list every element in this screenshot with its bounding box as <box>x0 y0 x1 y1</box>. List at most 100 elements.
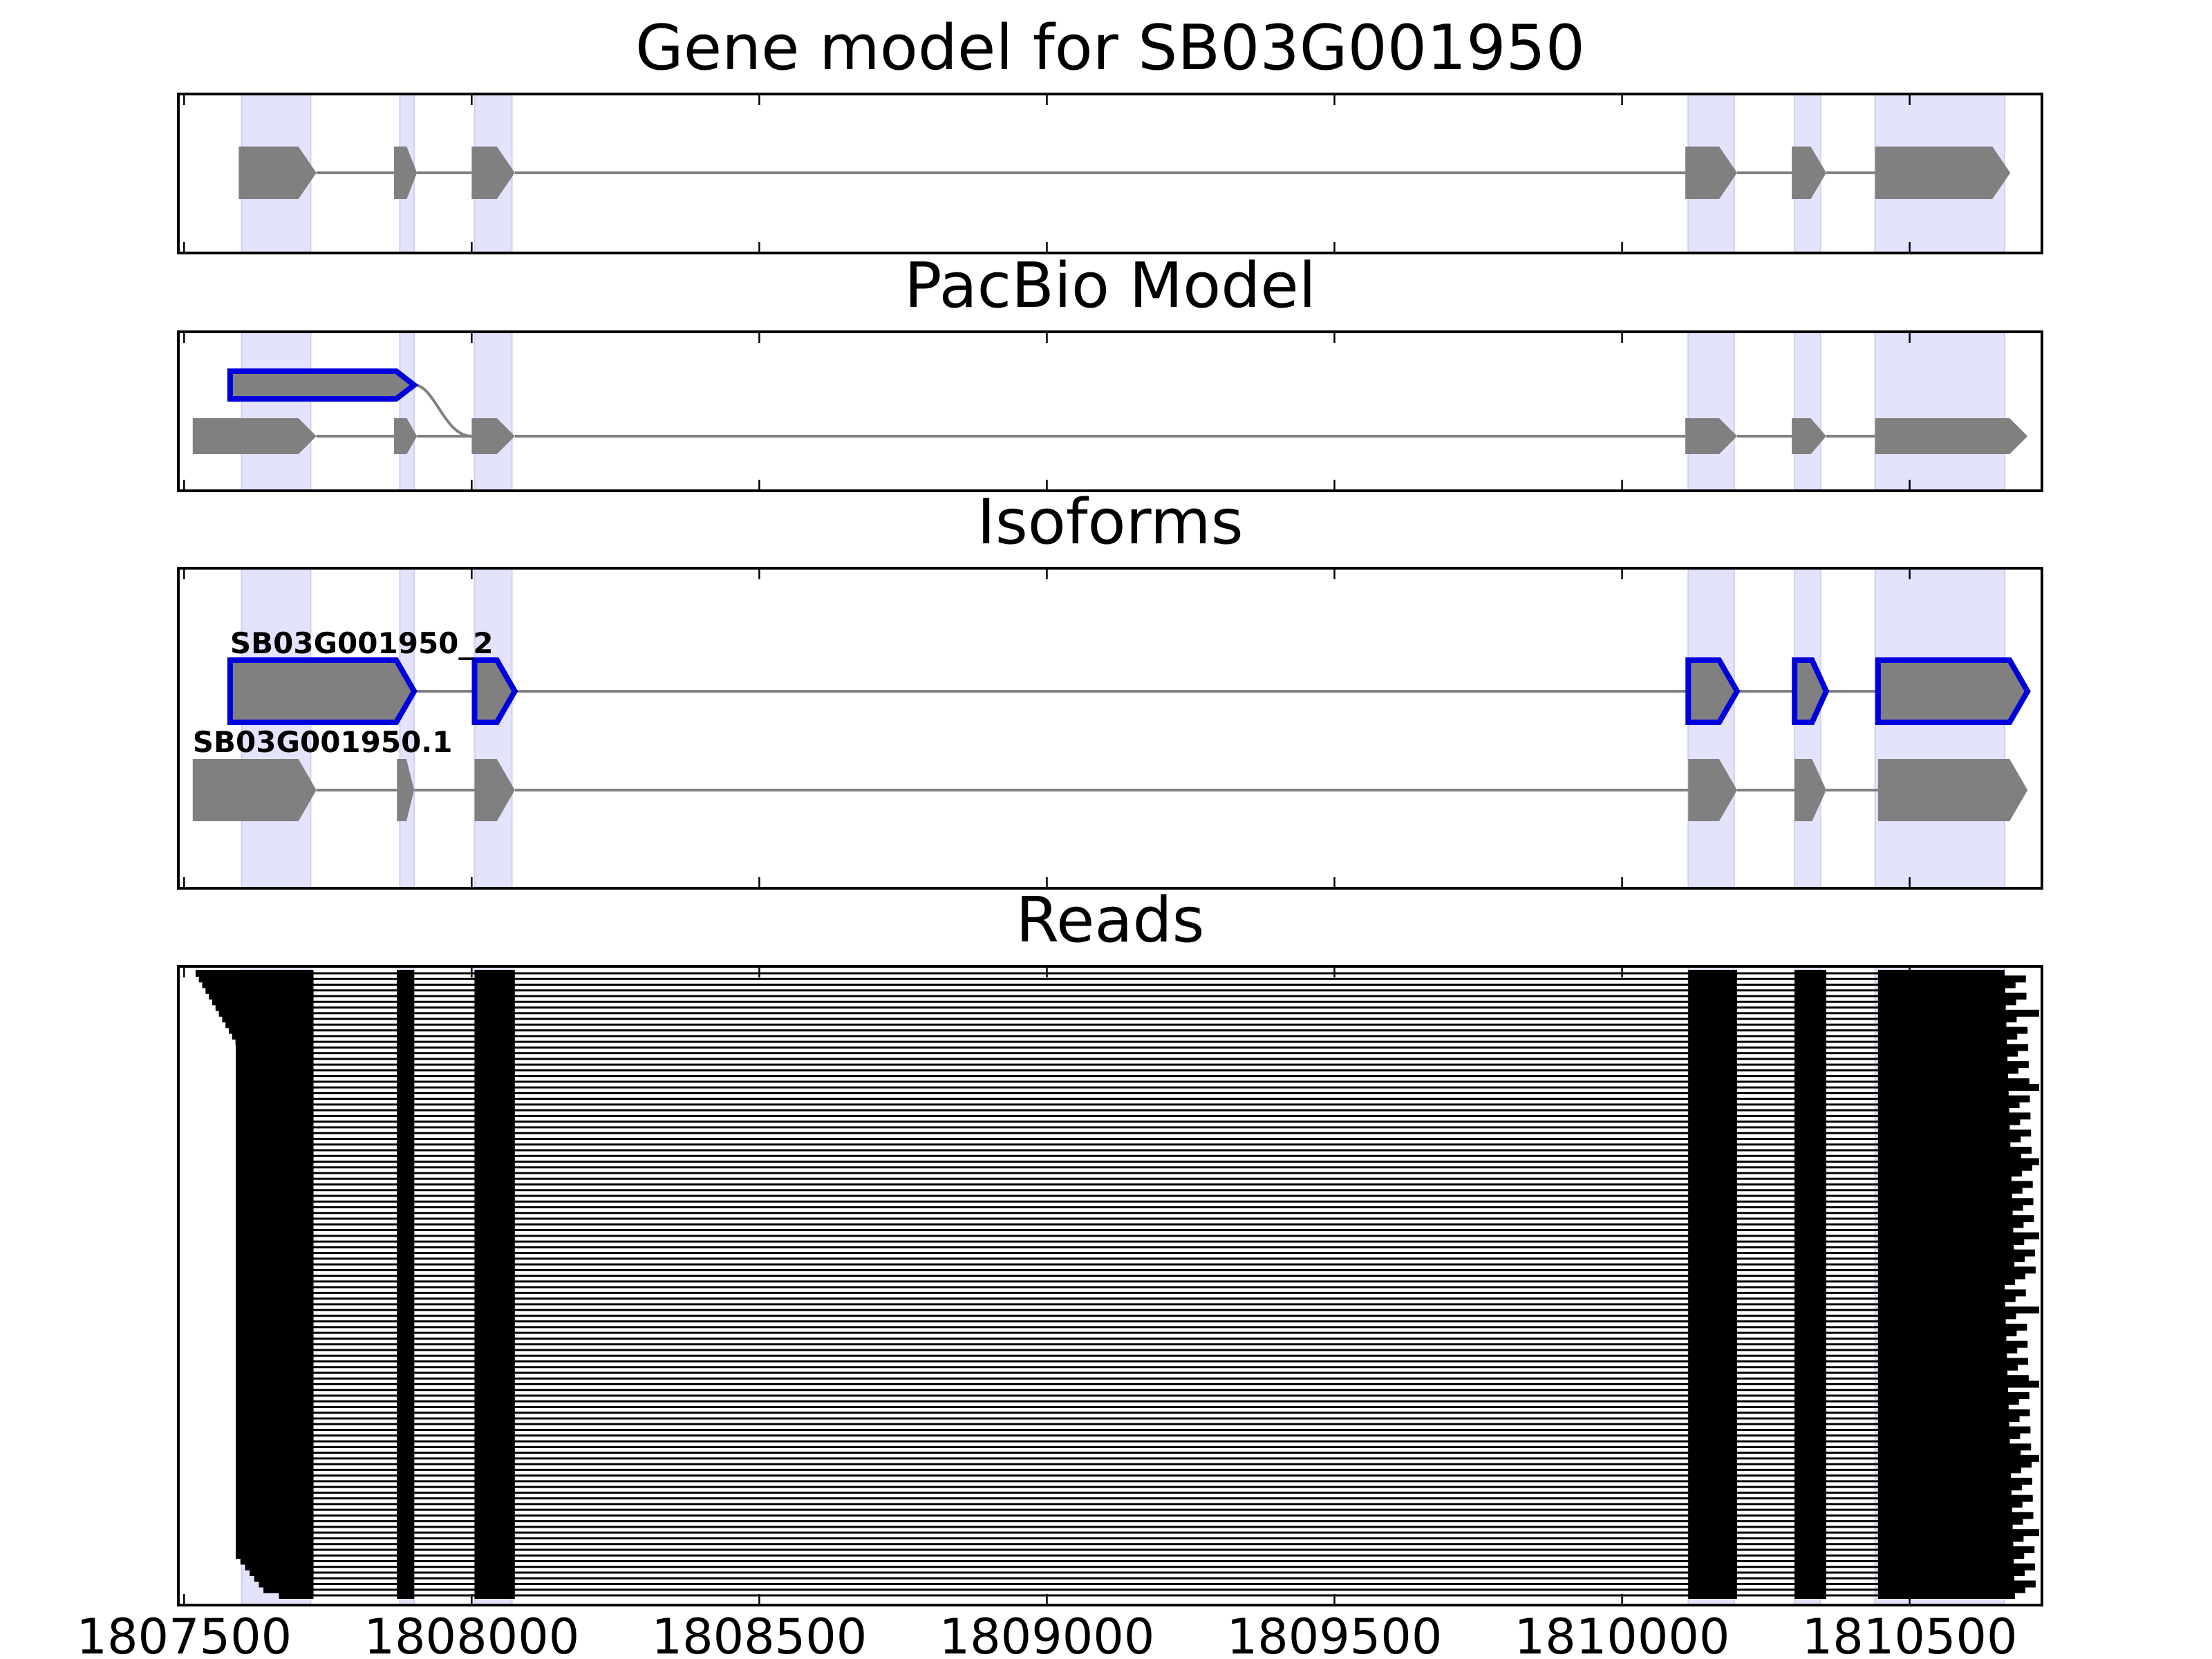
read-block <box>1688 1546 1737 1553</box>
read-block <box>236 1323 314 1331</box>
read-block <box>397 1568 415 1576</box>
read-block <box>236 1392 314 1400</box>
read-block <box>1688 1266 1737 1274</box>
read-block <box>1688 1586 1737 1593</box>
read-block <box>236 1489 314 1497</box>
read-block <box>1794 1557 1826 1565</box>
read <box>236 1489 2012 1497</box>
read-block <box>474 1141 515 1148</box>
read-block <box>474 1346 515 1353</box>
read-block <box>1877 993 2027 1000</box>
read-block <box>397 1123 415 1131</box>
read-block <box>1877 1363 2018 1371</box>
read-block <box>1877 1380 2039 1388</box>
read-block <box>1877 1421 2009 1428</box>
read <box>236 1232 2039 1239</box>
read-block <box>1877 1466 2022 1474</box>
read-block <box>397 1540 415 1548</box>
read-block <box>236 1340 314 1348</box>
read <box>236 1118 2021 1125</box>
read-block <box>1688 1426 1737 1434</box>
read-block <box>397 1221 415 1228</box>
read-block <box>1877 1009 2039 1017</box>
read <box>236 1198 2034 1206</box>
read-block <box>1688 1443 1737 1451</box>
read-block <box>1794 1203 1826 1211</box>
read-block <box>474 1203 515 1211</box>
read-block <box>474 1426 515 1434</box>
read-block <box>1794 1009 1826 1017</box>
read-block <box>236 1226 314 1234</box>
read-block <box>1877 1181 2033 1188</box>
read-block <box>1794 1032 1826 1040</box>
read-block <box>1794 1415 1826 1423</box>
read-block <box>1688 986 1737 994</box>
read-block <box>1877 1118 2021 1125</box>
read-block <box>1877 1568 2025 1576</box>
exon <box>1685 147 1737 199</box>
read-block <box>1877 1517 2023 1525</box>
read-block <box>236 1209 314 1217</box>
x-axis: 1807500 1808000 1808500 1809000 1809500 18100… <box>76 1609 2017 1659</box>
read-block <box>1794 1192 1826 1200</box>
read-block <box>1877 1318 2006 1325</box>
read-block <box>1794 1158 1826 1165</box>
read <box>236 1044 2029 1051</box>
read-block <box>236 1100 314 1108</box>
read-block <box>474 1329 515 1337</box>
read-block <box>1877 1232 2039 1239</box>
read-block <box>1877 1483 2022 1491</box>
read-block <box>236 1249 314 1257</box>
read-block <box>1688 1323 1737 1331</box>
read-block <box>474 1004 515 1011</box>
read-block <box>236 1141 314 1148</box>
read-block <box>397 1044 415 1051</box>
read-block <box>1877 1175 2012 1183</box>
read-block <box>1877 1295 2016 1302</box>
read <box>236 1255 2025 1262</box>
read <box>236 1523 2013 1530</box>
read-block <box>474 1409 515 1416</box>
read-block <box>397 1107 415 1114</box>
read-block <box>1688 1084 1737 1091</box>
read-block <box>236 1335 314 1342</box>
read-block <box>474 1055 515 1062</box>
read-block <box>1688 1032 1737 1040</box>
read-block <box>397 1095 415 1103</box>
read-block <box>1794 1300 1826 1308</box>
read-block <box>397 1483 415 1491</box>
read-block <box>236 1295 314 1302</box>
read-block <box>1877 1238 2025 1246</box>
read-block <box>1877 1209 2013 1217</box>
read-block <box>1794 1118 1826 1125</box>
read-block <box>1688 1107 1737 1114</box>
read-block <box>1794 1358 1826 1365</box>
read-block <box>474 1580 515 1588</box>
read-block <box>1688 1175 1737 1183</box>
read-block <box>1877 1289 2026 1297</box>
read-block <box>1877 1369 2008 1376</box>
read-block <box>397 1421 415 1428</box>
read-block <box>397 1512 415 1519</box>
read-block <box>1877 1443 2032 1451</box>
read-block <box>1688 1380 1737 1388</box>
isoform-label: SB03G001950.1 <box>193 725 453 759</box>
read-block <box>1688 1072 1737 1080</box>
read <box>236 1421 2009 1428</box>
read-block <box>474 1449 515 1456</box>
read-block <box>1688 981 1737 988</box>
read-block <box>1794 1306 1826 1314</box>
read-block <box>1688 1477 1737 1485</box>
read-block <box>1688 1489 1737 1497</box>
read <box>236 1215 2034 1223</box>
read-block <box>1688 1375 1737 1382</box>
read-block <box>474 1192 515 1200</box>
read-block <box>1877 1358 2029 1365</box>
highlight-band <box>474 568 513 889</box>
read-block <box>474 1169 515 1177</box>
read-block <box>1794 1021 1826 1029</box>
read-block <box>236 1506 314 1514</box>
read-block <box>1688 1244 1737 1251</box>
read-block <box>397 986 415 994</box>
selected-exon <box>1685 657 1741 725</box>
